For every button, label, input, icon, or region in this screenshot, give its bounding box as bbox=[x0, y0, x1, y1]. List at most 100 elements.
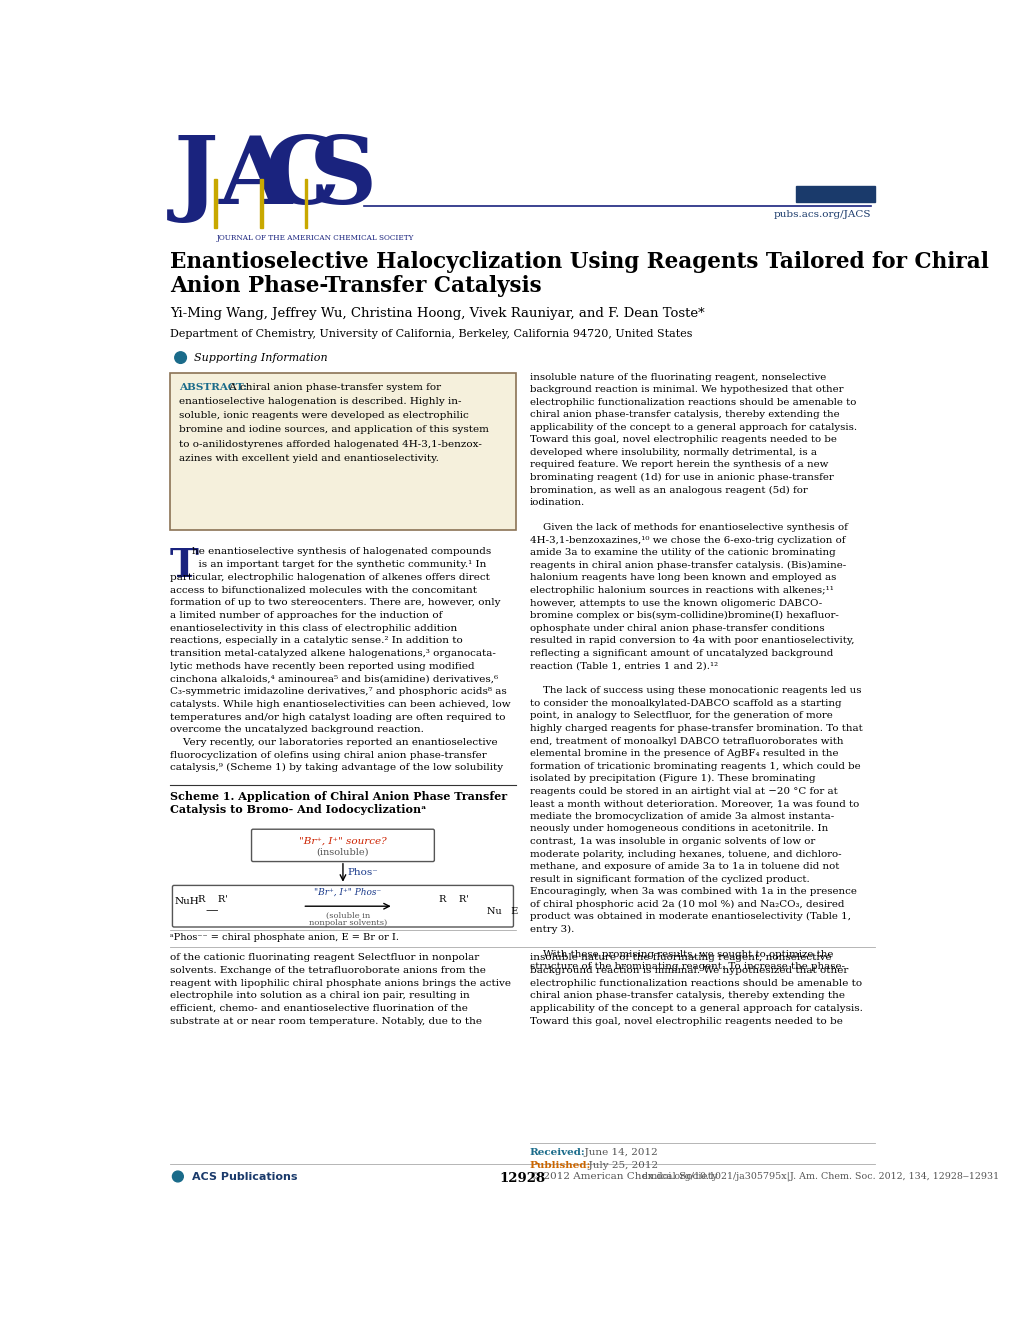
Text: solvents. Exchange of the tetrafluoroborate anions from the: solvents. Exchange of the tetrafluorobor… bbox=[170, 966, 485, 975]
Text: Phos⁻: Phos⁻ bbox=[347, 868, 378, 876]
Bar bbox=[260, 179, 263, 228]
Text: T: T bbox=[170, 547, 199, 586]
Text: enantioselectivity in this class of electrophilic addition: enantioselectivity in this class of elec… bbox=[170, 623, 457, 632]
Text: nonpolar solvents): nonpolar solvents) bbox=[309, 919, 387, 927]
Text: ophosphate under chiral anion phase-transfer conditions: ophosphate under chiral anion phase-tran… bbox=[529, 623, 823, 632]
Text: elemental bromine in the presence of AgBF₄ resulted in the: elemental bromine in the presence of AgB… bbox=[529, 750, 838, 758]
Text: electrophilic functionalization reactions should be amenable to: electrophilic functionalization reaction… bbox=[529, 979, 861, 987]
Text: insoluble nature of the fluorinating reagent, nonselective: insoluble nature of the fluorinating rea… bbox=[529, 954, 830, 962]
Text: reagent with lipophilic chiral phosphate anions brings the active: reagent with lipophilic chiral phosphate… bbox=[170, 979, 511, 987]
Text: Department of Chemistry, University of California, Berkeley, California 94720, U: Department of Chemistry, University of C… bbox=[170, 328, 692, 339]
Text: applicability of the concept to a general approach for catalysis.: applicability of the concept to a genera… bbox=[529, 1005, 862, 1013]
Text: azines with excellent yield and enantioselectivity.: azines with excellent yield and enantios… bbox=[179, 454, 439, 463]
Text: reagents could be stored in an airtight vial at −20 °C for at: reagents could be stored in an airtight … bbox=[529, 787, 837, 796]
Text: of chiral phosphoric acid 2a (10 mol %) and Na₂CO₃, desired: of chiral phosphoric acid 2a (10 mol %) … bbox=[529, 899, 844, 908]
Text: mediate the bromocyclization of amide 3a almost instanta-: mediate the bromocyclization of amide 3a… bbox=[529, 812, 834, 820]
Text: overcome the uncatalyzed background reaction.: overcome the uncatalyzed background reac… bbox=[170, 726, 424, 734]
Text: isolated by precipitation (Figure 1). These brominating: isolated by precipitation (Figure 1). Th… bbox=[529, 774, 814, 783]
Text: Catalysis to Bromo- And Iodocyclizationᵃ: Catalysis to Bromo- And Iodocyclizationᵃ bbox=[170, 804, 426, 815]
Text: dx.doi.org/10.1021/ja305795x|J. Am. Chem. Soc. 2012, 134, 12928‒12931: dx.doi.org/10.1021/ja305795x|J. Am. Chem… bbox=[642, 1171, 999, 1182]
Text: A chiral anion phase-transfer system for: A chiral anion phase-transfer system for bbox=[225, 383, 440, 392]
Text: chiral anion phase-transfer catalysis, thereby extending the: chiral anion phase-transfer catalysis, t… bbox=[529, 411, 839, 419]
Text: brominating reagent (1d) for use in anionic phase-transfer: brominating reagent (1d) for use in anio… bbox=[529, 474, 833, 482]
Text: a limited number of approaches for the induction of: a limited number of approaches for the i… bbox=[170, 611, 442, 620]
Text: bromination, as well as an analogous reagent (5d) for: bromination, as well as an analogous rea… bbox=[529, 486, 807, 495]
Text: catalysts. While high enantioselectivities can been achieved, low: catalysts. While high enantioselectiviti… bbox=[170, 700, 511, 708]
Text: The lack of success using these monocationic reagents led us: The lack of success using these monocati… bbox=[529, 687, 860, 695]
Text: Toward this goal, novel electrophilic reagents needed to be: Toward this goal, novel electrophilic re… bbox=[529, 1017, 842, 1026]
Text: is an important target for the synthetic community.¹ In: is an important target for the synthetic… bbox=[192, 560, 486, 570]
Text: halonium reagents have long been known and employed as: halonium reagents have long been known a… bbox=[529, 574, 836, 583]
Text: methane, and exposure of amide 3a to 1a in toluene did not: methane, and exposure of amide 3a to 1a … bbox=[529, 862, 839, 871]
Text: ᵃPhos⁻⁻ = chiral phosphate anion, E = Br or I.: ᵃPhos⁻⁻ = chiral phosphate anion, E = Br… bbox=[170, 934, 398, 942]
Text: neously under homogeneous conditions in acetonitrile. In: neously under homogeneous conditions in … bbox=[529, 824, 827, 834]
Text: Received:: Received: bbox=[529, 1149, 585, 1157]
Text: electrophile into solution as a chiral ion pair, resulting in: electrophile into solution as a chiral i… bbox=[170, 991, 470, 1000]
Text: transition metal-catalyzed alkene halogenations,³ organocata-: transition metal-catalyzed alkene haloge… bbox=[170, 650, 495, 658]
Text: reaction (Table 1, entries 1 and 2).¹²: reaction (Table 1, entries 1 and 2).¹² bbox=[529, 662, 717, 670]
Text: chiral anion phase-transfer catalysis, thereby extending the: chiral anion phase-transfer catalysis, t… bbox=[529, 991, 844, 1000]
Bar bbox=[305, 179, 307, 228]
Text: moderate polarity, including hexanes, toluene, and dichloro-: moderate polarity, including hexanes, to… bbox=[529, 850, 841, 859]
Text: of the cationic fluorinating reagent Selectfluor in nonpolar: of the cationic fluorinating reagent Sel… bbox=[170, 954, 479, 962]
Text: 4H-3,1-benzoxazines,¹⁰ we chose the 6-exo-trig cyclization of: 4H-3,1-benzoxazines,¹⁰ we chose the 6-ex… bbox=[529, 536, 845, 544]
Text: point, in analogy to Selectfluor, for the generation of more: point, in analogy to Selectfluor, for th… bbox=[529, 711, 832, 720]
Text: R    R': R R' bbox=[198, 895, 227, 903]
Text: S: S bbox=[177, 352, 184, 363]
Text: JOURNAL OF THE AMERICAN CHEMICAL SOCIETY: JOURNAL OF THE AMERICAN CHEMICAL SOCIETY bbox=[216, 233, 414, 241]
Text: Anion Phase-Transfer Catalysis: Anion Phase-Transfer Catalysis bbox=[170, 275, 541, 296]
Text: reflecting a significant amount of uncatalyzed background: reflecting a significant amount of uncat… bbox=[529, 648, 833, 658]
Text: background reaction is minimal. We hypothesized that other: background reaction is minimal. We hypot… bbox=[529, 386, 843, 394]
Text: Communication: Communication bbox=[794, 189, 876, 199]
Text: to o-anilidostyrenes afforded halogenated 4H-3,1-benzox-: to o-anilidostyrenes afforded halogenate… bbox=[179, 440, 482, 448]
Text: (insoluble): (insoluble) bbox=[316, 847, 369, 856]
Text: (soluble in: (soluble in bbox=[326, 911, 370, 919]
Text: he enantioselective synthesis of halogenated compounds: he enantioselective synthesis of halogen… bbox=[192, 547, 491, 556]
Text: reactions, especially in a catalytic sense.² In addition to: reactions, especially in a catalytic sen… bbox=[170, 636, 463, 646]
Text: efficient, chemo- and enantioselective fluorination of the: efficient, chemo- and enantioselective f… bbox=[170, 1005, 468, 1013]
Text: bromine and iodine sources, and application of this system: bromine and iodine sources, and applicat… bbox=[179, 426, 489, 435]
Text: end, treatment of monoalkyl DABCO tetrafluoroborates with: end, treatment of monoalkyl DABCO tetraf… bbox=[529, 736, 843, 746]
Text: soluble, ionic reagents were developed as electrophilic: soluble, ionic reagents were developed a… bbox=[179, 411, 469, 420]
Text: Toward this goal, novel electrophilic reagents needed to be: Toward this goal, novel electrophilic re… bbox=[529, 435, 836, 444]
Text: substrate at or near room temperature. Notably, due to the: substrate at or near room temperature. N… bbox=[170, 1017, 482, 1026]
Text: Enantioselective Halocyclization Using Reagents Tailored for Chiral: Enantioselective Halocyclization Using R… bbox=[170, 251, 988, 273]
Text: insoluble nature of the fluorinating reagent, nonselective: insoluble nature of the fluorinating rea… bbox=[529, 372, 825, 382]
Bar bbox=[214, 179, 217, 228]
Text: access to bifunctionalized molecules with the concomitant: access to bifunctionalized molecules wit… bbox=[170, 586, 477, 595]
Text: © 2012 American Chemical Society: © 2012 American Chemical Society bbox=[529, 1171, 716, 1181]
Text: Encouragingly, when 3a was combined with 1a in the presence: Encouragingly, when 3a was combined with… bbox=[529, 887, 856, 896]
Text: ACS Publications: ACS Publications bbox=[192, 1171, 297, 1182]
Text: S: S bbox=[309, 133, 377, 223]
FancyBboxPatch shape bbox=[172, 886, 513, 927]
Text: temperatures and/or high catalyst loading are often required to: temperatures and/or high catalyst loadin… bbox=[170, 712, 505, 722]
Text: background reaction is minimal. We hypothesized that other: background reaction is minimal. We hypot… bbox=[529, 966, 847, 975]
Text: Very recently, our laboratories reported an enantioselective: Very recently, our laboratories reported… bbox=[170, 738, 497, 747]
Text: J: J bbox=[174, 133, 218, 223]
Text: Yi-Ming Wang, Jeffrey Wu, Christina Hoong, Vivek Rauniyar, and F. Dean Toste*: Yi-Ming Wang, Jeffrey Wu, Christina Hoon… bbox=[170, 307, 704, 320]
Text: R    R': R R' bbox=[439, 895, 469, 903]
Text: ACS: ACS bbox=[170, 1174, 184, 1179]
Text: formation of tricationic brominating reagents 1, which could be: formation of tricationic brominating rea… bbox=[529, 762, 859, 771]
Text: With these promising results, we sought to optimize the: With these promising results, we sought … bbox=[529, 950, 833, 959]
Circle shape bbox=[172, 1171, 183, 1182]
Text: 12928: 12928 bbox=[499, 1171, 545, 1185]
Text: electrophilic functionalization reactions should be amenable to: electrophilic functionalization reaction… bbox=[529, 398, 855, 407]
Text: Supporting Information: Supporting Information bbox=[194, 352, 327, 363]
Text: contrast, 1a was insoluble in organic solvents of low or: contrast, 1a was insoluble in organic so… bbox=[529, 836, 814, 846]
Text: highly charged reagents for phase-transfer bromination. To that: highly charged reagents for phase-transf… bbox=[529, 724, 862, 732]
Text: applicability of the concept to a general approach for catalysis.: applicability of the concept to a genera… bbox=[529, 423, 856, 432]
Text: entry 3).: entry 3). bbox=[529, 924, 574, 934]
Text: bromine complex or bis(sym-collidine)bromine(I) hexafluor-: bromine complex or bis(sym-collidine)bro… bbox=[529, 611, 838, 620]
Text: A: A bbox=[219, 133, 292, 223]
Text: structure of the brominating reagent. To increase the phase-: structure of the brominating reagent. To… bbox=[529, 963, 844, 971]
Text: C: C bbox=[264, 133, 339, 223]
Text: iodination.: iodination. bbox=[529, 498, 585, 507]
Text: result in significant formation of the cyclized product.: result in significant formation of the c… bbox=[529, 875, 809, 883]
Text: ABSTRACT:: ABSTRACT: bbox=[179, 383, 248, 392]
Text: Published:: Published: bbox=[529, 1161, 591, 1170]
Text: enantioselective halogenation is described. Highly in-: enantioselective halogenation is describ… bbox=[179, 396, 462, 406]
Text: reagents in chiral anion phase-transfer catalysis. (Bis)amine-: reagents in chiral anion phase-transfer … bbox=[529, 560, 845, 570]
Circle shape bbox=[174, 352, 186, 363]
Text: formation of up to two stereocenters. There are, however, only: formation of up to two stereocenters. Th… bbox=[170, 598, 500, 607]
